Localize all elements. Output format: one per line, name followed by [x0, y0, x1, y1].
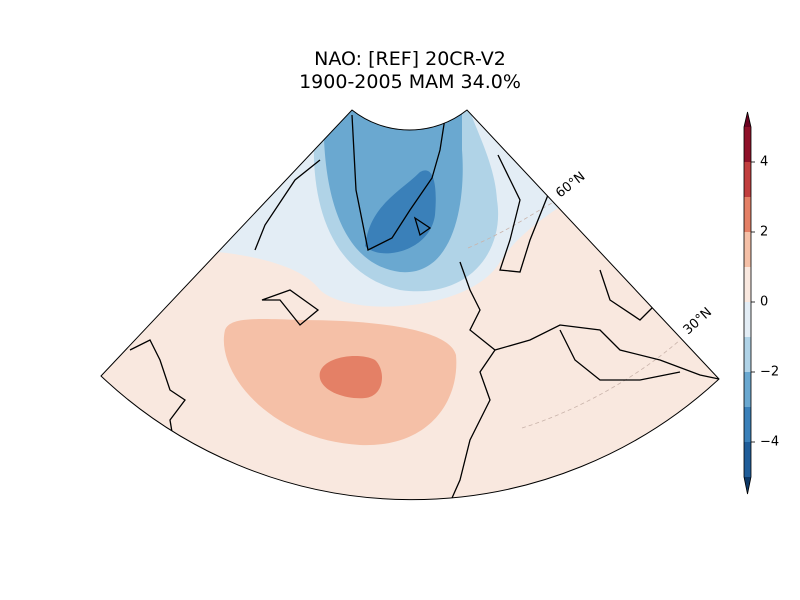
colorbar-outline [743, 111, 752, 495]
colorbar-extend [744, 477, 751, 494]
colorbar-band [744, 127, 751, 162]
colorbar-tick-label: −2 [760, 365, 779, 380]
map-frame [100, 109, 720, 501]
lat-label: 30°N [681, 305, 715, 338]
colorbar-extend [744, 112, 751, 127]
colorbar-band [744, 267, 751, 302]
title-line: NAO: [REF] 20CR-V2 [314, 48, 506, 70]
colorbar-tick-label: 0 [760, 295, 768, 310]
colorbar-band [744, 442, 751, 477]
colorbar-band [744, 197, 751, 232]
colorbar-tick-label: 2 [760, 225, 768, 240]
colorbar-tick-label: −4 [760, 435, 779, 450]
colorbar-band [744, 372, 751, 407]
colorbar-band [744, 232, 751, 267]
colorbar-band [744, 337, 751, 372]
colorbar-tick-label: 4 [760, 155, 768, 170]
colorbar-band [744, 407, 751, 442]
map-field [101, 110, 719, 500]
title-line: 1900-2005 MAM 34.0% [299, 71, 521, 93]
colorbar-band [744, 162, 751, 197]
lat-label: 60°N [553, 169, 588, 201]
colorbar-band [744, 302, 751, 337]
